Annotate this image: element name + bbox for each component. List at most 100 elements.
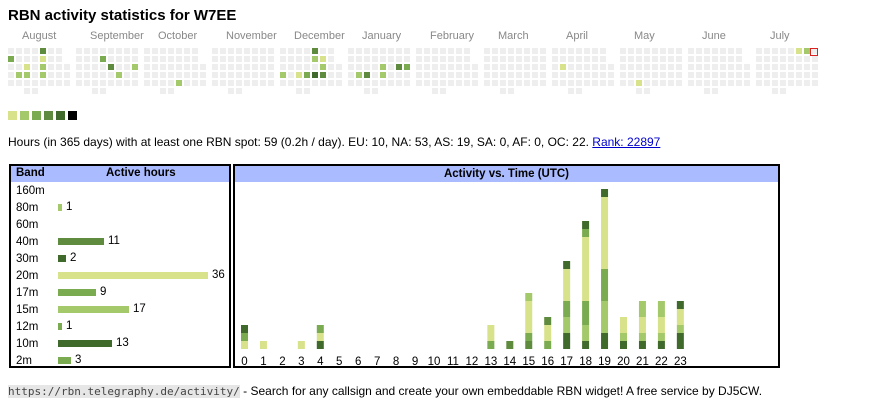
day-cell [144, 64, 150, 70]
day-cell [168, 64, 174, 70]
hour-tick-label: 6 [355, 356, 361, 368]
day-cell [132, 72, 138, 78]
hour-bar-segment [601, 269, 609, 301]
hour-tick-label: 11 [447, 356, 459, 368]
day-cell [212, 48, 218, 54]
day-cell [764, 56, 770, 62]
day-cell [176, 56, 182, 62]
day-cell [380, 48, 386, 54]
band-row: 15m 17 [11, 302, 229, 319]
day-cell [560, 56, 566, 62]
hour-tick-label: 10 [428, 356, 441, 368]
band-hours-bar [58, 306, 129, 313]
day-cell-active [320, 64, 326, 70]
day-cell [500, 72, 506, 78]
day-cell [124, 80, 130, 86]
day-cell [388, 56, 394, 62]
day-cell [220, 80, 226, 86]
day-cell [160, 80, 166, 86]
day-cell [116, 48, 122, 54]
day-cell [132, 56, 138, 62]
day-cell-active [312, 56, 318, 62]
band-name: 80m [16, 202, 39, 214]
footer-url[interactable]: https://rbn.telegraphy.de/activity/ [8, 385, 240, 398]
day-cell [192, 48, 198, 54]
hour-bar-segment [563, 333, 571, 349]
day-cell-active [320, 56, 326, 62]
band-hours-bar [58, 289, 96, 296]
day-cell [484, 48, 490, 54]
day-cell [8, 80, 14, 86]
day-cell [472, 64, 478, 70]
day-cell [644, 56, 650, 62]
day-cell [440, 88, 446, 94]
day-cell [764, 48, 770, 54]
day-cell-active [8, 56, 14, 62]
day-cell-active [296, 72, 302, 78]
day-cell [372, 56, 378, 62]
hour-tick-label: 17 [560, 356, 573, 368]
band-hours-value: 17 [133, 303, 146, 315]
hour-bar-segment [316, 341, 324, 349]
day-cell [560, 80, 566, 86]
day-cell [100, 64, 106, 70]
hour-bar-segment [241, 325, 248, 333]
hour-bar-segment [563, 269, 571, 301]
day-cell [440, 64, 446, 70]
day-cell [372, 48, 378, 54]
day-cell [508, 88, 514, 94]
day-cell [244, 80, 250, 86]
hour-bar-segment [676, 325, 684, 333]
hour-tick-label: 1 [260, 356, 266, 368]
hour-bar-segment [620, 333, 627, 341]
day-cell [676, 48, 682, 54]
band-column-header: Band [16, 167, 45, 179]
day-cell [108, 56, 114, 62]
day-cell [628, 48, 634, 54]
hour-bar-segment [506, 341, 514, 349]
day-cell [668, 80, 674, 86]
day-cell [288, 72, 294, 78]
day-cell [780, 48, 786, 54]
hour-bar-segment [563, 261, 571, 269]
day-cell [236, 56, 242, 62]
hour-bar-segment [544, 341, 552, 349]
band-hours-bar [58, 357, 71, 364]
day-cell [652, 72, 658, 78]
day-cell [636, 56, 642, 62]
day-cell [500, 88, 506, 94]
month-label: April [566, 30, 588, 42]
day-cell [84, 64, 90, 70]
day-cell [56, 64, 62, 70]
day-cell [620, 80, 626, 86]
day-cell [696, 72, 702, 78]
day-cell [84, 56, 90, 62]
day-cell [688, 48, 694, 54]
day-cell [364, 48, 370, 54]
day-cell [416, 56, 422, 62]
day-cell [508, 48, 514, 54]
day-cell [812, 72, 818, 78]
hour-bar-segment [676, 309, 684, 325]
day-cell [568, 88, 574, 94]
day-cell [432, 56, 438, 62]
band-row: 30m 2 [11, 251, 229, 268]
hour-bar-segment [638, 317, 646, 333]
day-cell [628, 72, 634, 78]
hour-tick-label: 3 [298, 356, 304, 368]
day-cell [704, 56, 710, 62]
day-cell [812, 80, 818, 86]
day-cell [184, 64, 190, 70]
hour-bar-segment [620, 317, 627, 333]
day-cell [252, 48, 258, 54]
day-cell [516, 72, 522, 78]
day-cell [456, 72, 462, 78]
rank-link[interactable]: Rank: 22897 [592, 135, 661, 149]
day-cell [356, 48, 362, 54]
band-hours-value: 3 [75, 354, 82, 366]
day-cell [736, 56, 742, 62]
day-cell [772, 72, 778, 78]
band-hours-value: 36 [212, 269, 225, 281]
day-cell-active [100, 56, 106, 62]
day-cell [600, 64, 606, 70]
